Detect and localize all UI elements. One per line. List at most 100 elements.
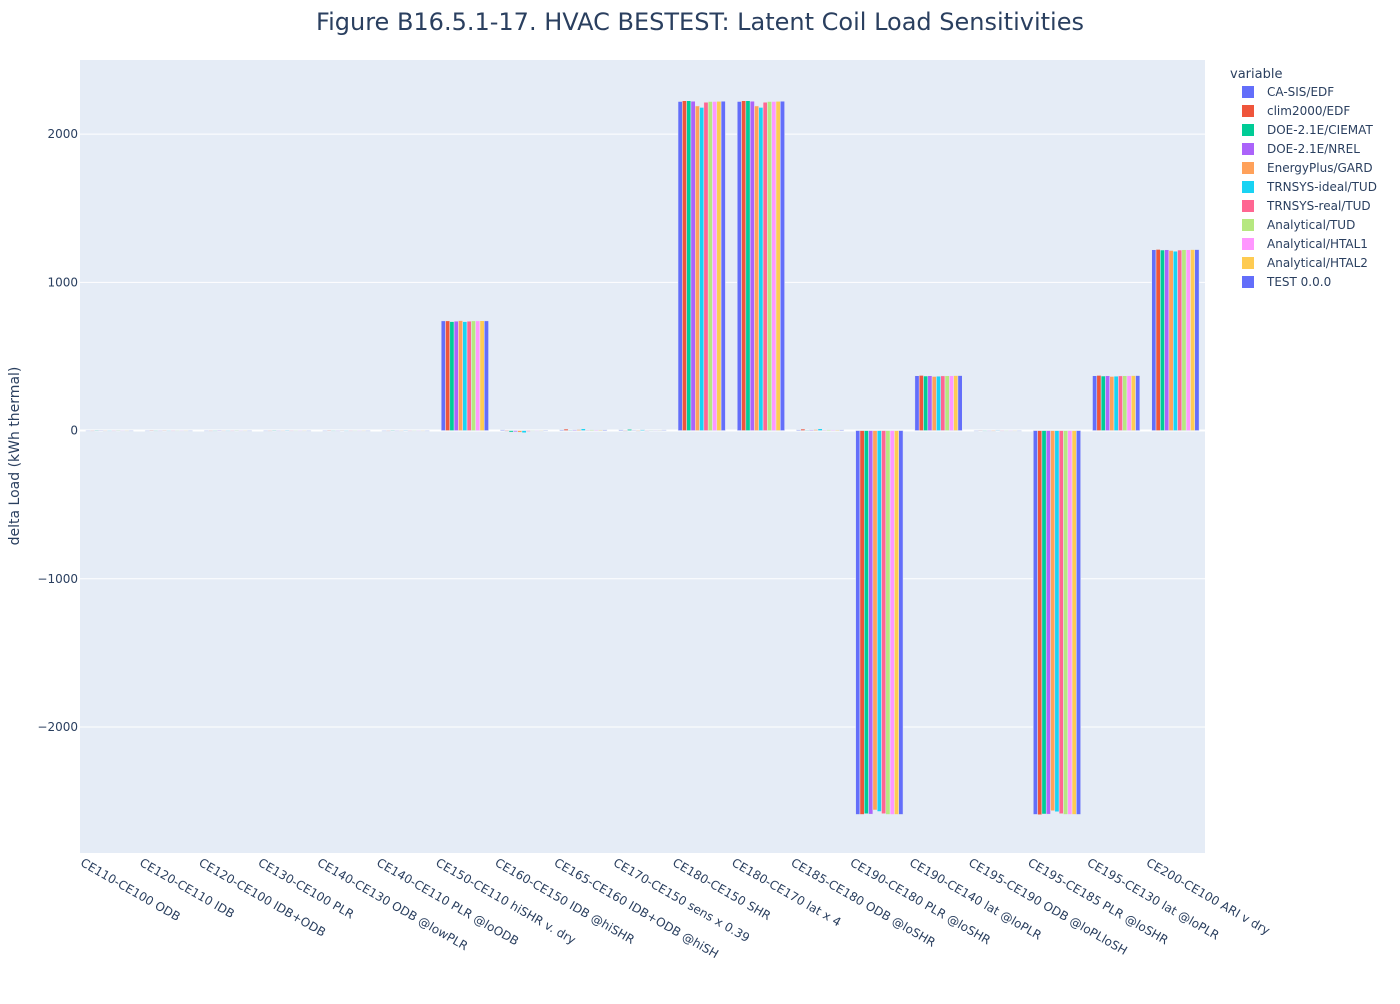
- bar[interactable]: [475, 320, 481, 431]
- bar[interactable]: [484, 320, 489, 431]
- bar[interactable]: [449, 321, 455, 431]
- bar[interactable]: [864, 430, 869, 814]
- bar[interactable]: [331, 430, 336, 432]
- bar[interactable]: [1012, 430, 1018, 432]
- bar[interactable]: [128, 430, 134, 432]
- bar[interactable]: [424, 430, 430, 432]
- bar[interactable]: [775, 101, 781, 431]
- bar[interactable]: [445, 320, 451, 431]
- bar[interactable]: [1058, 430, 1064, 814]
- bar[interactable]: [898, 430, 904, 815]
- bar[interactable]: [563, 428, 569, 431]
- bar[interactable]: [767, 101, 772, 431]
- bar[interactable]: [1113, 375, 1119, 431]
- bar[interactable]: [1190, 249, 1196, 431]
- bar[interactable]: [166, 430, 172, 432]
- bar[interactable]: [585, 429, 591, 431]
- bar[interactable]: [365, 430, 371, 432]
- bar[interactable]: [1135, 375, 1141, 431]
- bar[interactable]: [89, 430, 95, 432]
- bar[interactable]: [822, 429, 827, 431]
- bar[interactable]: [157, 430, 163, 432]
- bar[interactable]: [242, 430, 248, 432]
- bar[interactable]: [712, 101, 718, 431]
- bar[interactable]: [420, 430, 426, 432]
- bar[interactable]: [238, 430, 244, 432]
- bar[interactable]: [736, 101, 742, 431]
- legend-item[interactable]: CA-SIS/EDF: [1242, 85, 1334, 99]
- legend-item[interactable]: TEST 0.0.0: [1242, 275, 1331, 289]
- bar[interactable]: [572, 429, 578, 431]
- bar[interactable]: [914, 375, 920, 431]
- bar[interactable]: [1067, 430, 1073, 815]
- bar[interactable]: [991, 430, 996, 432]
- bar[interactable]: [978, 430, 983, 432]
- bar[interactable]: [276, 430, 282, 432]
- bar[interactable]: [543, 430, 549, 432]
- bar[interactable]: [407, 430, 413, 432]
- bar[interactable]: [440, 320, 446, 431]
- bar[interactable]: [1151, 249, 1157, 431]
- bar[interactable]: [94, 430, 100, 432]
- legend[interactable]: variable CA-SIS/EDF clim2000/EDF DOE-2.1E/…: [1230, 67, 1377, 289]
- bar[interactable]: [944, 375, 950, 431]
- bar[interactable]: [640, 429, 645, 431]
- bar[interactable]: [881, 430, 887, 814]
- bar[interactable]: [855, 430, 861, 815]
- bar[interactable]: [567, 429, 573, 431]
- bar[interactable]: [1045, 430, 1051, 815]
- bar[interactable]: [949, 375, 954, 431]
- bar[interactable]: [208, 430, 214, 432]
- bar[interactable]: [247, 430, 252, 432]
- bar[interactable]: [576, 429, 582, 431]
- bar[interactable]: [280, 430, 286, 432]
- bar[interactable]: [1071, 430, 1077, 815]
- bar[interactable]: [1109, 376, 1115, 431]
- bar[interactable]: [479, 320, 485, 431]
- bar[interactable]: [982, 430, 988, 432]
- bar[interactable]: [839, 429, 845, 431]
- bar[interactable]: [809, 429, 814, 431]
- bar[interactable]: [644, 430, 650, 432]
- bar[interactable]: [754, 105, 760, 431]
- legend-item[interactable]: Analytical/TUD: [1242, 218, 1355, 232]
- bar[interactable]: [115, 430, 121, 432]
- bar[interactable]: [940, 375, 946, 431]
- bar[interactable]: [335, 430, 341, 432]
- bar[interactable]: [462, 321, 468, 431]
- bar[interactable]: [102, 430, 108, 432]
- bar[interactable]: [107, 430, 113, 432]
- bar[interactable]: [1172, 250, 1178, 431]
- bar[interactable]: [508, 430, 514, 433]
- bar[interactable]: [153, 430, 159, 432]
- bar[interactable]: [690, 100, 696, 431]
- bar[interactable]: [931, 376, 937, 431]
- bar[interactable]: [1131, 375, 1136, 431]
- bar[interactable]: [716, 101, 722, 431]
- bar[interactable]: [179, 430, 185, 432]
- bar[interactable]: [749, 100, 755, 431]
- bar[interactable]: [1050, 430, 1056, 812]
- bar[interactable]: [1054, 430, 1060, 813]
- bar[interactable]: [889, 430, 895, 815]
- bar[interactable]: [1177, 249, 1183, 431]
- bar[interactable]: [1118, 375, 1123, 431]
- bar[interactable]: [204, 430, 209, 432]
- bar[interactable]: [525, 430, 531, 432]
- bar[interactable]: [1033, 430, 1038, 815]
- bar[interactable]: [221, 430, 227, 432]
- bar[interactable]: [834, 429, 840, 431]
- bar[interactable]: [677, 101, 683, 431]
- bar[interactable]: [302, 430, 307, 432]
- legend-item[interactable]: Analytical/HTAL2: [1242, 256, 1368, 270]
- bar[interactable]: [1076, 430, 1081, 815]
- bar[interactable]: [149, 430, 155, 432]
- bar[interactable]: [796, 429, 802, 431]
- bar[interactable]: [999, 430, 1005, 432]
- bar[interactable]: [381, 430, 387, 432]
- bar[interactable]: [995, 429, 1001, 431]
- bar[interactable]: [403, 430, 409, 432]
- bar[interactable]: [352, 430, 358, 432]
- bar[interactable]: [453, 320, 459, 431]
- bar[interactable]: [1008, 430, 1014, 432]
